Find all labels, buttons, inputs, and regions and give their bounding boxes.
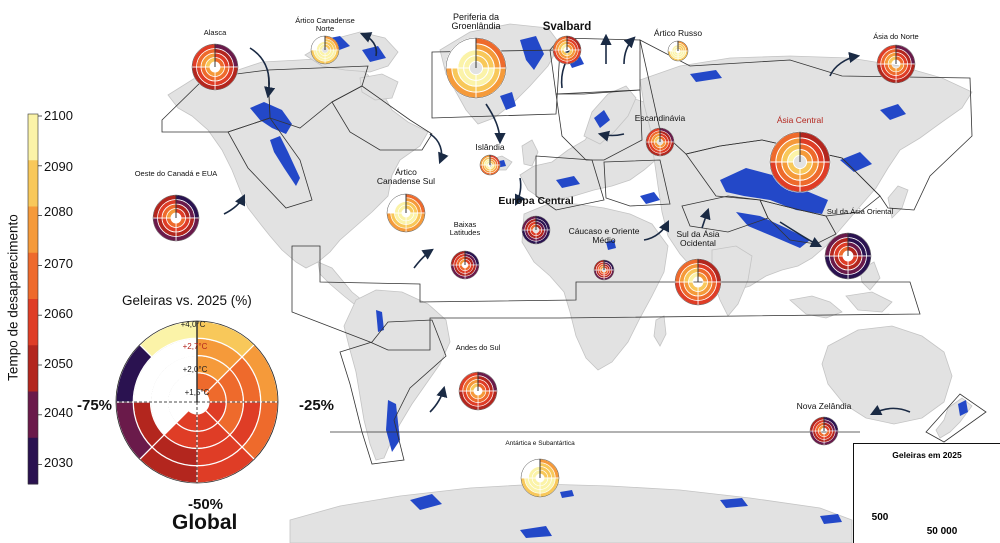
colorbar-segment bbox=[28, 114, 38, 161]
madagascar bbox=[653, 315, 667, 347]
colorbar-tick: 2030 bbox=[44, 455, 73, 470]
land-masses bbox=[167, 23, 973, 543]
colorbar-segment bbox=[28, 437, 38, 485]
legend-large-value: 50 000 bbox=[926, 526, 958, 537]
polar-chart-europa-central bbox=[521, 215, 551, 245]
global-chart-title: Geleiras vs. 2025 (%) bbox=[122, 293, 252, 308]
label-andes-sul: Andes do Sul bbox=[455, 343, 501, 352]
polar-chart-baixas-latitudes bbox=[450, 250, 480, 280]
label-asia-norte: Ásia do Norte bbox=[873, 32, 919, 41]
indonesia bbox=[789, 295, 843, 319]
region-outlines bbox=[161, 37, 987, 465]
label-artico-norte: Ártico Canadense Norte bbox=[295, 16, 355, 33]
label-artico-sul: Ártico Canadense Sul bbox=[376, 167, 436, 186]
label-caucaso: Cáucaso e Oriente Médio bbox=[568, 226, 640, 245]
ring-label: +2,0°C bbox=[182, 365, 208, 374]
label-escandinavia: Escandinávia bbox=[634, 113, 686, 123]
legend-title: Geleiras em 2025 bbox=[892, 450, 962, 460]
polar-chart-asia-central bbox=[769, 131, 831, 193]
polar-chart-antartica bbox=[520, 458, 560, 498]
polar-chart-alasca bbox=[191, 43, 239, 91]
polar-chart-escandinavia bbox=[645, 127, 675, 157]
colorbar-tick: 2100 bbox=[44, 108, 73, 123]
label-nova-zelandia: Nova Zelândia bbox=[796, 401, 852, 411]
polar-chart-andes-sul bbox=[458, 371, 498, 411]
polar-chart-sul-asia-ocidental bbox=[674, 258, 722, 306]
colorbar-tick: 2090 bbox=[44, 159, 73, 174]
colorbar-title: Tempo de desaparecimento bbox=[5, 214, 21, 381]
legend-small-value: 500 bbox=[871, 512, 889, 523]
polar-chart-asia-norte bbox=[876, 44, 916, 84]
polar-chart-groenlandia bbox=[445, 37, 507, 99]
label-sul-asia-oriental: Sul da Ásia Oriental bbox=[826, 207, 894, 216]
colorbar-tick: 2040 bbox=[44, 405, 73, 420]
colorbar-segment bbox=[28, 345, 38, 392]
british-isles bbox=[521, 139, 539, 167]
global-label-bottom: -50% bbox=[188, 496, 224, 513]
colorbar-segment bbox=[28, 160, 38, 207]
label-svalbard: Svalbard bbox=[542, 21, 592, 33]
label-artico-russo: Ártico Russo bbox=[653, 28, 703, 38]
ring-label: +4,0°C bbox=[180, 320, 206, 329]
global-label-left: -75% bbox=[77, 397, 113, 414]
label-groenlandia: Periferia da Groenlândia bbox=[451, 12, 501, 32]
colorbar-segment bbox=[28, 299, 38, 346]
label-europa-central: Europa Central bbox=[498, 195, 574, 207]
polar-chart-artico-russo bbox=[667, 40, 689, 62]
colorbar bbox=[27, 113, 42, 485]
colorbar-tick: 2050 bbox=[44, 356, 73, 371]
australia bbox=[821, 325, 953, 425]
global-polar-chart bbox=[115, 320, 279, 484]
label-oeste-canada: Oeste do Canadá e EUA bbox=[134, 169, 218, 178]
connector-arrows bbox=[223, 32, 911, 416]
ring-label: +2,7°C bbox=[182, 342, 208, 351]
polar-chart-sul-asia-oriental bbox=[824, 232, 872, 280]
label-antartica: Antártica e Subantártica bbox=[505, 440, 575, 447]
japan bbox=[887, 185, 909, 219]
ring-label: +1,5°C bbox=[184, 388, 210, 397]
glacier-markers bbox=[250, 36, 968, 538]
global-name: Global bbox=[172, 511, 238, 534]
global-label-right: -25% bbox=[299, 397, 335, 414]
label-islandia: Islândia bbox=[475, 142, 505, 152]
region-charts bbox=[152, 35, 916, 498]
size-legend-box: Geleiras em 2025 bbox=[853, 443, 1000, 543]
colorbar-tick: 2070 bbox=[44, 256, 73, 271]
africa bbox=[521, 203, 669, 371]
colorbar-segment bbox=[28, 391, 38, 439]
polar-chart-oeste-canada bbox=[152, 194, 200, 242]
polar-chart-artico-norte bbox=[310, 35, 340, 65]
polar-chart-islandia bbox=[479, 154, 501, 176]
label-alasca: Alasca bbox=[203, 28, 227, 37]
polar-chart-svalbard bbox=[552, 35, 582, 65]
polar-chart-artico-sul bbox=[386, 193, 426, 233]
polar-chart-nova-zelandia bbox=[809, 416, 839, 446]
label-sul-asia-ocidental: Sul da Ásia Ocidental bbox=[676, 229, 720, 248]
colorbar-segment bbox=[28, 206, 38, 254]
colorbar-tick: 2060 bbox=[44, 306, 73, 321]
label-asia-central: Ásia Central bbox=[776, 115, 824, 125]
colorbar-tick: 2080 bbox=[44, 204, 73, 219]
label-baixas-latitudes: Baixas Latitudes bbox=[449, 220, 481, 237]
colorbar-segment bbox=[28, 252, 38, 300]
polar-chart-caucaso bbox=[593, 259, 615, 281]
